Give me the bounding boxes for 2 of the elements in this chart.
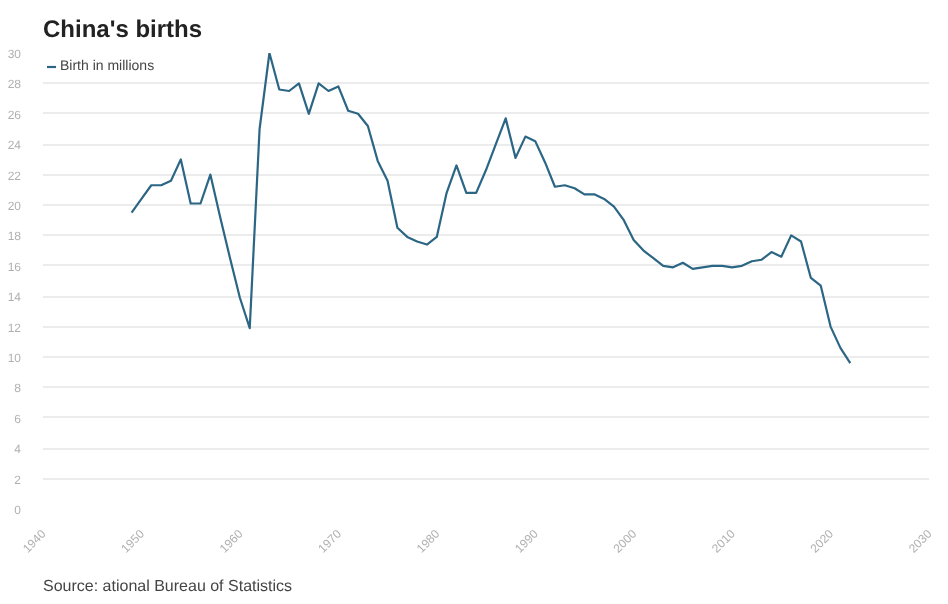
source-note: Source: ational Bureau of Statistics [43,577,293,595]
chart-title: China's births [43,15,203,43]
